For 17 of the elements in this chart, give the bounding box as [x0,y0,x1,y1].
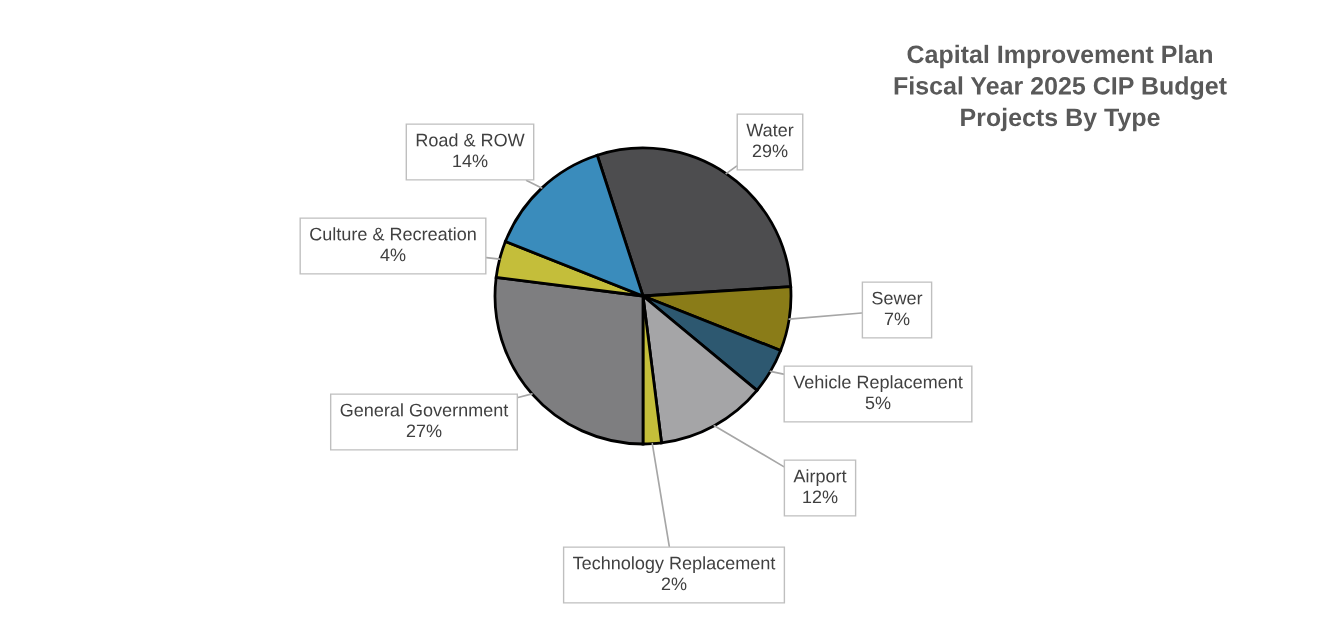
data-label: 2% [661,577,687,591]
slice-label: Airport [793,469,847,487]
data-label: 27% [406,424,442,438]
data-label: 29% [752,144,788,158]
data-label: 5% [865,396,891,410]
slice-label: Sewer [872,291,923,305]
slice-label: Road & ROW [416,133,525,147]
data-label: 12% [803,490,838,504]
data-label: 14% [453,154,488,168]
slice-label: General Government [340,403,509,417]
data-label: 7% [884,312,910,326]
slice-label: Water [746,123,794,137]
text: Capital Improvement Plan Fiscal Year 2025 CIP Budget Projects By Type [894,44,1227,132]
slice-label: Technology Replacement [573,556,776,574]
slice-label: Vehicle Replacement [793,375,963,393]
slice-label: Culture & Recreation [310,227,476,241]
data-label: 4% [380,248,406,262]
